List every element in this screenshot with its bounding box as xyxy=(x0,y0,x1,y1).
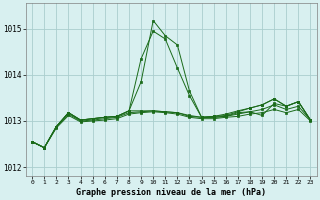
X-axis label: Graphe pression niveau de la mer (hPa): Graphe pression niveau de la mer (hPa) xyxy=(76,188,266,197)
